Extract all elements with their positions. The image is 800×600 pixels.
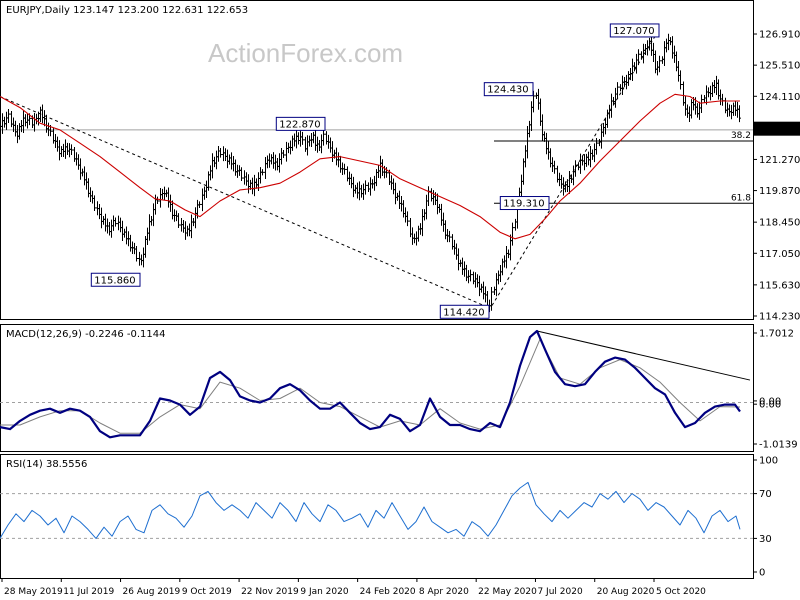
price-label: 124.430 [487, 85, 528, 96]
price-y-axis: 126.910 125.510 124.110 122.653 121.270 119.8… [753, 30, 800, 323]
macd-panel-header: MACD(12,26,9) -0.2246 -0.1144 [6, 329, 166, 340]
x-tick-label: 26 Aug 2019 [123, 587, 181, 597]
rsi-y-axis: 100 70 30 0 [753, 456, 778, 579]
moving-average [0, 93, 740, 240]
y-tick-label: 125.510 [759, 61, 800, 72]
x-tick-label: 8 Apr 2020 [419, 587, 469, 597]
y-tick-label: 117.050 [759, 249, 800, 260]
price-annotations: 115.860 122.870 114.420 124.430 119.310 127.0… [90, 23, 660, 319]
level-label: 38.2 [731, 131, 751, 141]
current-price-label: 122.653 [759, 124, 800, 135]
x-tick-label: 7 Jul 2020 [537, 587, 582, 597]
rsi-panel: RSI(14) 38.5556 100 70 30 0 [0, 454, 778, 579]
moving-average-line [0, 93, 740, 240]
rsi-panel-header: RSI(14) 38.5556 [6, 459, 87, 470]
price-panel: ActionForex.com EURJPY,Daily 123.147 123… [0, 0, 800, 323]
macd-trendline-line [536, 330, 751, 381]
y-tick-label: 124.110 [759, 92, 800, 103]
price-label: 115.860 [94, 275, 135, 286]
macd-line [0, 329, 741, 439]
y-tick-label: 70 [759, 489, 772, 500]
macd-y-axis: 1.7012 0.000.00 -1.0139 [753, 329, 798, 451]
price-label: 114.420 [443, 307, 484, 318]
x-tick-label: 24 Feb 2020 [360, 587, 416, 597]
current-price-tag [754, 121, 800, 136]
rsi-panel-frame [0, 454, 754, 579]
y-tick-label: 121.270 [759, 155, 800, 166]
trendline [0, 96, 490, 309]
rsi-line [0, 481, 741, 539]
y-tick-label: 114.230 [759, 312, 800, 323]
macd-panel-frame [0, 324, 754, 452]
y-tick-label: 0.00 [759, 396, 781, 407]
price-label: 119.310 [503, 199, 544, 210]
x-tick-label: 22 Nov 2019 [241, 587, 299, 597]
x-tick-label: 11 Jul 2019 [63, 587, 114, 597]
y-tick-label: 1.7012 [759, 329, 794, 340]
y-tick-label: 30 [759, 534, 772, 545]
watermark: ActionForex.com [208, 38, 403, 68]
price-label: 127.070 [613, 26, 654, 37]
x-tick-label: 22 May 2020 [478, 587, 537, 597]
level-label: 61.8 [731, 193, 751, 203]
macd-trendline [536, 330, 751, 381]
macd-panel: MACD(12,26,9) -0.2246 -0.1144 1.7012 0.00… [0, 324, 798, 452]
y-tick-label: -1.0139 [759, 440, 798, 451]
y-tick-label: 115.630 [759, 280, 800, 291]
signal-line [0, 338, 741, 434]
x-tick-label: 9 Jan 2020 [300, 587, 348, 597]
y-tick-label: 0 [759, 568, 765, 579]
y-tick-label: 119.870 [759, 186, 800, 197]
price-label: 122.870 [279, 119, 320, 130]
x-axis: 28 May 2019 11 Jul 2019 26 Aug 2019 9 Oct 2… [1, 578, 706, 597]
horizontal-levels: 38.2 61.8 [0, 129, 753, 204]
y-tick-label: 0.00 [759, 400, 781, 411]
price-panel-frame [0, 0, 754, 320]
price-trendlines [0, 29, 660, 309]
rsi-series [0, 481, 741, 539]
macd-series [0, 329, 741, 439]
y-tick-label: 100 [759, 456, 778, 467]
price-panel-header: EURJPY,Daily 123.147 123.200 122.631 122… [6, 5, 248, 16]
x-tick-label: 20 Aug 2020 [597, 587, 655, 597]
y-tick-label: 126.910 [759, 30, 800, 41]
price-bars [0, 33, 741, 313]
x-tick-label: 28 May 2019 [4, 587, 63, 597]
y-tick-label: 118.450 [759, 218, 800, 229]
x-tick-label: 9 Oct 2019 [182, 587, 232, 597]
x-tick-label: 5 Oct 2020 [656, 587, 706, 597]
